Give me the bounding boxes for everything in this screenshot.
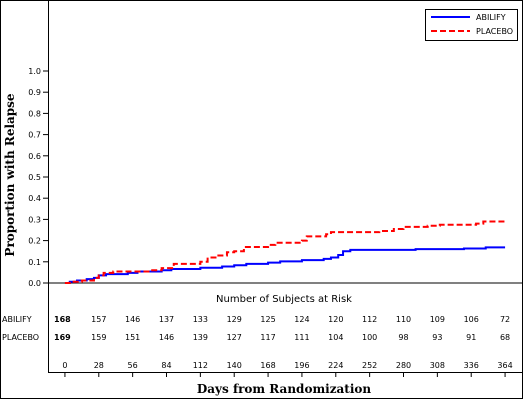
risk-value-abilify: 124 <box>294 315 309 324</box>
risk-value-abilify: 168 <box>54 315 71 324</box>
risk-value-abilify: 157 <box>91 315 106 324</box>
y-tick-label: 0.0 <box>28 279 41 288</box>
risk-value-placebo: 93 <box>432 333 442 342</box>
risk-value-placebo: 111 <box>294 333 309 342</box>
y-tick-label: 0.4 <box>28 194 41 203</box>
x-tick-label: 252 <box>362 361 377 370</box>
risk-value-abilify: 106 <box>464 315 479 324</box>
risk-value-placebo: 98 <box>398 333 408 342</box>
legend-box <box>425 9 518 41</box>
x-tick-label: 224 <box>328 361 343 370</box>
y-tick-label: 0.1 <box>28 258 41 267</box>
risk-value-placebo: 139 <box>193 333 208 342</box>
y-axis-title: Proportion with Relapse <box>3 93 17 256</box>
risk-value-abilify: 72 <box>500 315 510 324</box>
x-tick-label: 56 <box>128 361 138 370</box>
x-axis-title: Days from Randomization <box>197 382 372 396</box>
series-line-placebo <box>64 220 506 284</box>
plot-frame <box>48 0 523 373</box>
risk-value-placebo: 151 <box>125 333 140 342</box>
x-tick-label: 84 <box>161 361 171 370</box>
legend-label-placebo: PLACEBO <box>476 27 513 36</box>
risk-value-abilify: 129 <box>227 315 242 324</box>
risk-value-placebo: 169 <box>54 333 71 342</box>
series-layer <box>64 220 506 284</box>
legend: ABILIFY PLACEBO <box>425 9 518 41</box>
x-tick-label: 336 <box>464 361 479 370</box>
risk-value-placebo: 146 <box>159 333 174 342</box>
x-tick-label: 112 <box>193 361 208 370</box>
risk-value-abilify: 125 <box>260 315 275 324</box>
risk-value-abilify: 120 <box>328 315 343 324</box>
y-tick-label: 0.5 <box>28 173 41 182</box>
series-line-abilify <box>64 246 506 284</box>
x-tick-label: 168 <box>260 361 275 370</box>
risk-value-abilify: 109 <box>430 315 445 324</box>
y-tick-label: 0.2 <box>28 237 41 246</box>
x-axis: 0 28 56 84 112 140 168 196 224 252 280 308 336 364 <box>62 361 513 377</box>
y-axis: 0.0 0.1 0.2 0.3 0.4 0.5 0.6 0.7 0.8 0.9 1.0 <box>28 67 48 288</box>
risk-value-placebo: 127 <box>227 333 242 342</box>
x-tick-label: 28 <box>94 361 104 370</box>
risk-value-abilify: 133 <box>193 315 208 324</box>
y-tick-label: 0.7 <box>28 131 41 140</box>
y-tick-label: 0.9 <box>28 88 41 97</box>
risk-value-placebo: 117 <box>260 333 275 342</box>
y-tick-label: 0.6 <box>28 152 41 161</box>
risk-table: Number of Subjects at Risk ABILIFY PLACE… <box>2 294 510 342</box>
x-tick-label: 0 <box>62 361 67 370</box>
risk-value-placebo: 104 <box>328 333 343 342</box>
risk-value-abilify: 146 <box>125 315 140 324</box>
risk-value-abilify: 137 <box>159 315 174 324</box>
risk-value-placebo: 159 <box>91 333 106 342</box>
risk-table-title: Number of Subjects at Risk <box>216 294 352 305</box>
legend-label-abilify: ABILIFY <box>476 13 506 22</box>
y-tick-label: 1.0 <box>28 67 41 76</box>
x-tick-label: 196 <box>294 361 309 370</box>
y-tick-label: 0.8 <box>28 109 41 118</box>
risk-value-abilify: 110 <box>396 315 411 324</box>
x-tick-label: 280 <box>396 361 411 370</box>
x-tick-label: 308 <box>430 361 445 370</box>
risk-values: 168 157 146 137 133 129 125 124 120 112 110 109 106 7… <box>54 315 510 342</box>
risk-value-placebo: 68 <box>500 333 510 342</box>
risk-value-placebo: 91 <box>466 333 476 342</box>
risk-row-label-placebo: PLACEBO <box>2 333 39 342</box>
risk-row-label-abilify: ABILIFY <box>2 315 32 324</box>
y-tick-label: 0.3 <box>28 215 41 224</box>
risk-value-abilify: 112 <box>362 315 377 324</box>
risk-value-placebo: 100 <box>362 333 377 342</box>
x-tick-label: 140 <box>227 361 242 370</box>
x-tick-label: 364 <box>497 361 512 370</box>
